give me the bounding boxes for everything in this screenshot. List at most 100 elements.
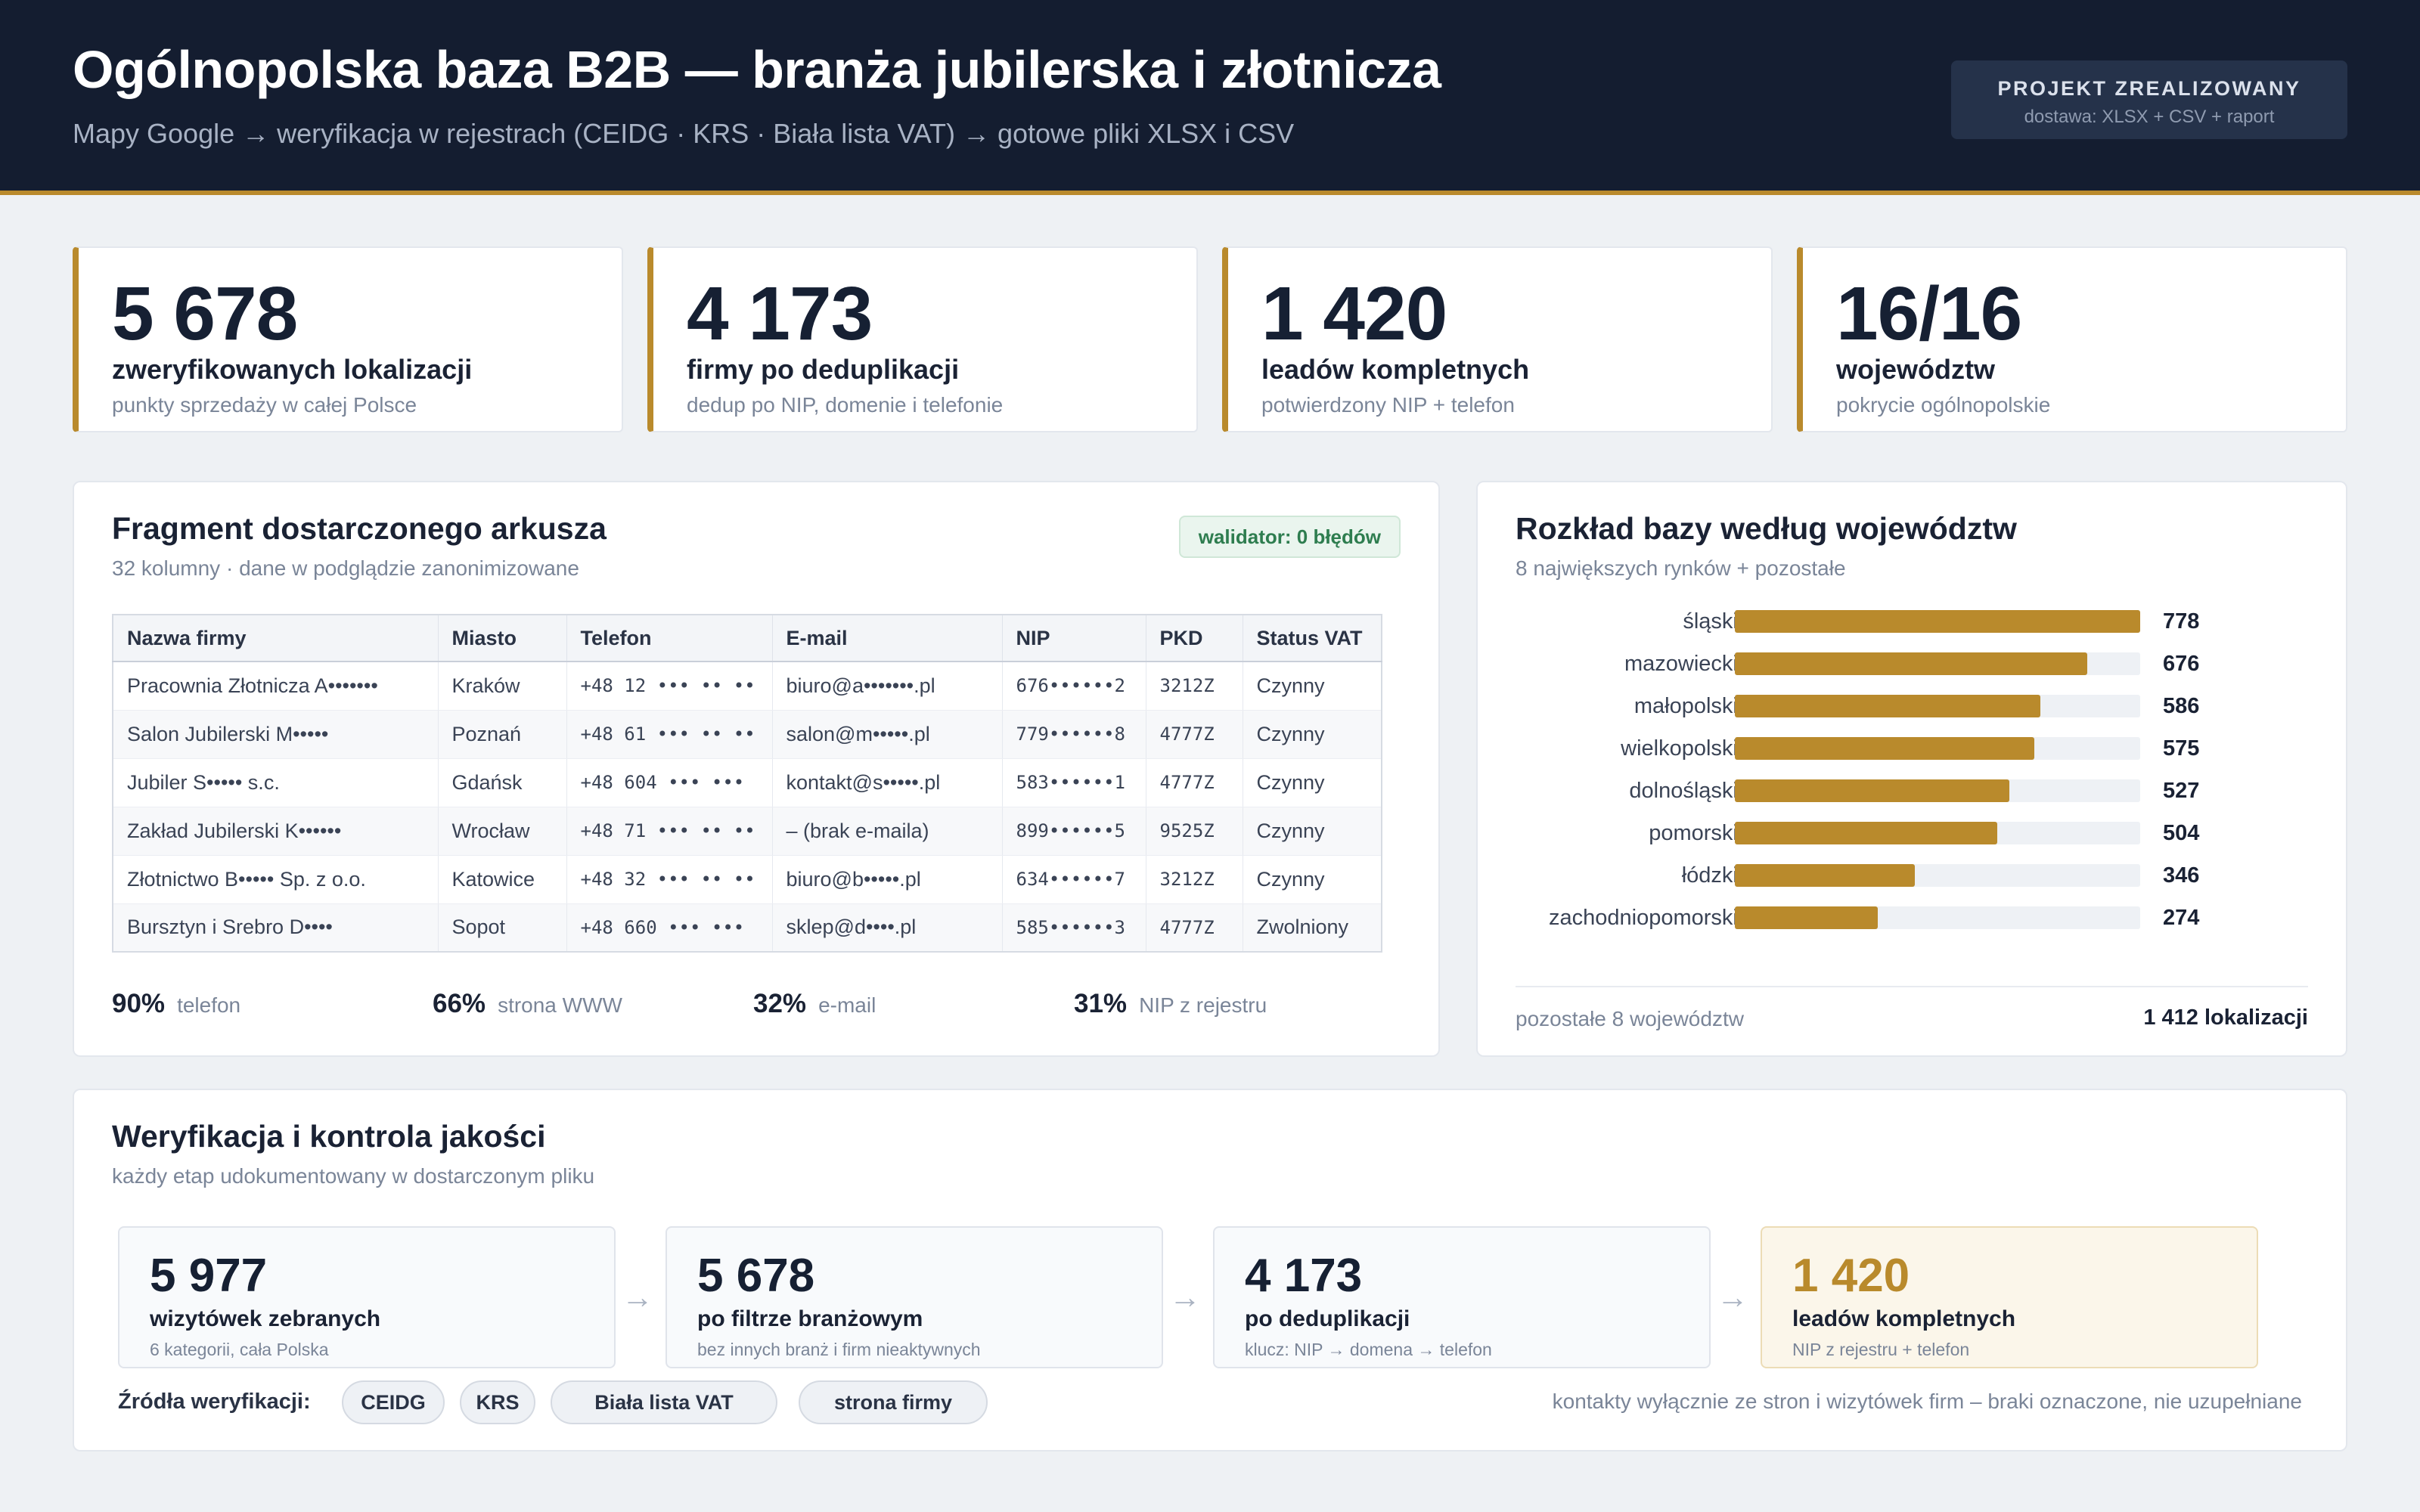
- rest-regions-label: pozostałe 8 województw: [1516, 1007, 1744, 1030]
- bar: [1735, 737, 2034, 760]
- cell-name: Pracownia Złotnicza A•••••••: [113, 662, 439, 711]
- stat-card-voivodeships: 16/16 województw pokrycie ogólnopolskie: [1797, 246, 2347, 432]
- page-title: Ogólnopolska baza B2B — branża jubilersk…: [73, 40, 1441, 99]
- bar-row: pomorskie 504: [1478, 820, 2385, 847]
- bar: [1735, 906, 1878, 929]
- cell-email: – (brak e-maila): [772, 807, 1003, 856]
- sheet-subtitle: 32 kolumny · dane w podglądzie zanonimiz…: [112, 556, 579, 580]
- stat-label: leadów kompletnych: [1261, 354, 1530, 385]
- table-header-row: Nazwa firmy Miasto Telefon E-mail NIP PK…: [113, 615, 1382, 662]
- cell-vat-status: Czynny: [1243, 662, 1382, 711]
- quality-title: Weryfikacja i kontrola jakości: [112, 1119, 546, 1154]
- source-chip-vat-whitelist: Biała lista VAT: [551, 1380, 777, 1424]
- cell-vat-status: Czynny: [1243, 855, 1382, 904]
- cell-vat-status: Czynny: [1243, 710, 1382, 759]
- cell-city: Katowice: [438, 855, 567, 904]
- bar-track: [1735, 906, 2140, 929]
- cell-name: Salon Jubilerski M•••••: [113, 710, 439, 759]
- cell-phone: +48 660 ••• •••: [566, 903, 773, 953]
- step-collected: 5 977 wizytówek zebranych 6 kategorii, c…: [118, 1226, 616, 1368]
- column-header-nip: NIP: [1002, 615, 1146, 662]
- sources-label: Źródła weryfikacji:: [118, 1390, 311, 1414]
- coverage-label: e-mail: [818, 993, 876, 1017]
- coverage-label: strona WWW: [498, 993, 622, 1017]
- cell-name: Bursztyn i Srebro D••••: [113, 903, 439, 953]
- step-subtitle: NIP z rejestru + telefon: [1792, 1340, 1970, 1359]
- cell-phone: +48 12 ••• •• ••: [566, 662, 773, 711]
- cell-nip: 634••••••7: [1002, 855, 1146, 904]
- step-subtitle: bez innych branż i firm nieaktywnych: [697, 1340, 981, 1359]
- step-label: leadów kompletnych: [1792, 1306, 2016, 1331]
- column-header-vat-status: Status VAT: [1243, 615, 1382, 662]
- stat-subtitle: pokrycie ogólnopolskie: [1836, 393, 2051, 417]
- bar-category-label: pomorskie: [1649, 821, 1750, 845]
- arrow-right-icon: →: [622, 1279, 653, 1315]
- sheet-title: Fragment dostarczonego arkusza: [112, 511, 607, 546]
- bar-track: [1735, 779, 2140, 802]
- rest-regions-value: 1 412 lokalizacji: [2143, 1005, 2308, 1030]
- cell-nip: 676••••••2: [1002, 662, 1146, 711]
- table-row: Zakład Jubilerski K•••••• Wrocław +48 71…: [113, 807, 1382, 856]
- step-filtered: 5 678 po filtrze branżowym bez innych br…: [666, 1226, 1163, 1368]
- column-header-phone: Telefon: [566, 615, 773, 662]
- bar-track: [1735, 864, 2140, 887]
- cell-pkd: 4777Z: [1146, 710, 1243, 759]
- stat-card-locations: 5 678 zweryfikowanych lokalizacji punkty…: [73, 246, 623, 432]
- column-header-email: E-mail: [772, 615, 1003, 662]
- divider: [1516, 986, 2308, 987]
- cell-name: Zakład Jubilerski K••••••: [113, 807, 439, 856]
- bar: [1735, 779, 2009, 802]
- column-header-name: Nazwa firmy: [113, 615, 439, 662]
- step-value: 5 678: [697, 1250, 815, 1302]
- cell-pkd: 9525Z: [1146, 807, 1243, 856]
- table-row: Jubiler S••••• s.c. Gdańsk +48 604 ••• •…: [113, 758, 1382, 807]
- cell-email: salon@m•••••.pl: [772, 710, 1003, 759]
- bar-row: śląskie 778: [1478, 608, 2385, 635]
- bar-category-label: małopolskie: [1634, 694, 1750, 718]
- bar-row: wielkopolskie 575: [1478, 735, 2385, 762]
- bar-category-label: mazowieckie: [1624, 652, 1750, 676]
- project-status-badge: PROJEKT ZREALIZOWANY dostawa: XLSX + CSV…: [1951, 60, 2347, 139]
- stat-label: województw: [1836, 354, 1995, 385]
- cell-city: Kraków: [438, 662, 567, 711]
- bar-value-label: 346: [2163, 863, 2200, 888]
- table-row: Złotnictwo B••••• Sp. z o.o. Katowice +4…: [113, 855, 1382, 904]
- cell-phone: +48 71 ••• •• ••: [566, 807, 773, 856]
- cell-phone: +48 32 ••• •• ••: [566, 855, 773, 904]
- bar: [1735, 822, 1997, 844]
- step-label: wizytówek zebranych: [150, 1306, 381, 1331]
- bar-value-label: 575: [2163, 736, 2200, 761]
- stat-card-leads: 1 420 leadów kompletnych potwierdzony NI…: [1222, 246, 1773, 432]
- cell-phone: +48 61 ••• •• ••: [566, 710, 773, 759]
- cell-pkd: 4777Z: [1146, 758, 1243, 807]
- regions-card: Rozkład bazy według województw 8 najwięk…: [1476, 481, 2347, 1057]
- coverage-label: telefon: [177, 993, 241, 1017]
- cell-email: kontakt@s•••••.pl: [772, 758, 1003, 807]
- bar-value-label: 676: [2163, 652, 2200, 676]
- stat-value: 5 678: [112, 271, 298, 356]
- cell-vat-status: Czynny: [1243, 758, 1382, 807]
- table-row: Bursztyn i Srebro D•••• Sopot +48 660 ••…: [113, 903, 1382, 953]
- coverage-phone: 90% telefon: [112, 989, 240, 1019]
- bar: [1735, 652, 2087, 675]
- cell-name: Złotnictwo B••••• Sp. z o.o.: [113, 855, 439, 904]
- stat-value: 1 420: [1261, 271, 1447, 356]
- bar-track: [1735, 610, 2140, 633]
- bar-value-label: 504: [2163, 821, 2200, 845]
- coverage-www: 66% strona WWW: [433, 989, 622, 1019]
- step-label: po deduplikacji: [1245, 1306, 1410, 1331]
- validator-badge: walidator: 0 błędów: [1178, 516, 1401, 558]
- coverage-value: 31%: [1074, 989, 1128, 1018]
- cell-nip: 585••••••3: [1002, 903, 1146, 953]
- sources-note: kontakty wyłącznie ze stron i wizytówek …: [1552, 1390, 2302, 1413]
- source-chip-company-website: strona firmy: [799, 1380, 988, 1424]
- bar-category-label: wielkopolskie: [1621, 736, 1750, 761]
- coverage-value: 32%: [753, 989, 807, 1018]
- step-label: po filtrze branżowym: [697, 1306, 923, 1331]
- quality-card: Weryfikacja i kontrola jakości każdy eta…: [73, 1089, 2347, 1452]
- bar-value-label: 586: [2163, 694, 2200, 718]
- bar-row: mazowieckie 676: [1478, 650, 2385, 677]
- cell-name: Jubiler S••••• s.c.: [113, 758, 439, 807]
- table-row: Salon Jubilerski M••••• Poznań +48 61 ••…: [113, 710, 1382, 759]
- step-value: 4 173: [1245, 1250, 1363, 1302]
